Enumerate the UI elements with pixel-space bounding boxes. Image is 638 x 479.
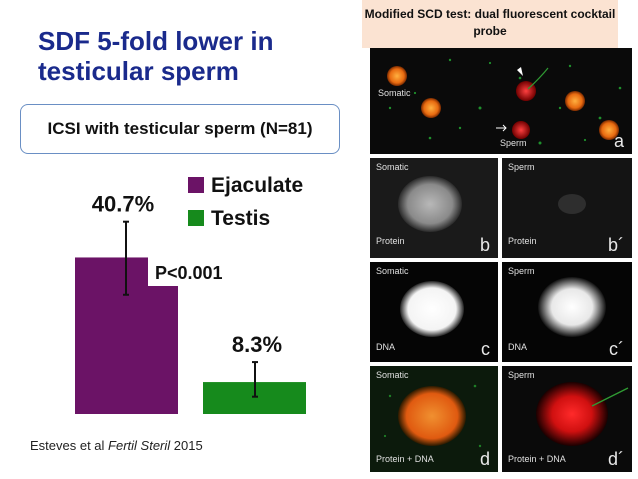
- panel-header: Modified SCD test: dual fluorescent cock…: [362, 0, 618, 48]
- micrograph-b-label-1: Somatic: [376, 162, 409, 172]
- annotation-box: [148, 256, 238, 286]
- micrograph-c2: Sperm DNA c´: [502, 262, 632, 362]
- micrograph-c-label-2: DNA: [376, 342, 396, 352]
- legend-label-testis: Testis: [211, 207, 270, 230]
- micrograph-c2-tag: c´: [609, 339, 624, 359]
- micrograph-a-label-1: Somatic: [378, 88, 411, 98]
- micrograph-d: Somatic Protein + DNA d: [370, 366, 498, 472]
- micrograph-c2-label-1: Sperm: [508, 266, 535, 276]
- slide-title: SDF 5-fold lower in testicular sperm: [38, 26, 274, 86]
- micrograph-d-label-1: Somatic: [376, 370, 409, 380]
- micrograph-a-tag: a: [613, 131, 624, 151]
- micrograph-c-label-1: Somatic: [376, 266, 409, 276]
- micrograph-d2-label-2: Protein + DNA: [508, 454, 566, 464]
- data-label-ejaculate: 40.7%: [92, 192, 154, 217]
- microscopy-panel: Modified SCD test: dual fluorescent cock…: [360, 0, 638, 479]
- micrograph-d-tag: d: [479, 449, 490, 469]
- micrograph-c2-art: [538, 277, 606, 337]
- micrograph-b-art: [398, 176, 462, 232]
- bar-chart: 40.7% 8.3% P<0.001 Ejaculate Testis: [75, 174, 306, 414]
- micrograph-b2-art: [558, 194, 586, 214]
- micrograph-b: Somatic Protein b: [370, 158, 498, 258]
- micrograph-d-label-2: Protein + DNA: [376, 454, 434, 464]
- micrograph-d2: Sperm Protein + DNA d´: [502, 366, 632, 472]
- citation: Esteves et al Fertil Steril 2015: [30, 438, 203, 453]
- citation-journal: Fertil Steril: [108, 438, 171, 453]
- micrograph-d2-tag: d´: [607, 449, 624, 469]
- micrograph-c-tag: c: [481, 339, 490, 359]
- micrograph-b2-tag: b´: [607, 235, 624, 255]
- data-label-testis: 8.3%: [232, 332, 282, 357]
- subtitle-box: ICSI with testicular sperm (N=81): [20, 104, 340, 154]
- micrograph-c: Somatic DNA c: [370, 262, 498, 362]
- micrograph-a-label-2: Sperm: [500, 138, 527, 148]
- micrograph-d-art: [383, 384, 482, 448]
- micrograph-b-tag: b: [479, 235, 490, 255]
- legend-swatch-ejaculate: [188, 177, 204, 193]
- micrograph-b2-label-2: Protein: [508, 236, 537, 246]
- micrograph-b2: Sperm Protein b´: [502, 158, 632, 258]
- micrograph-b-label-2: Protein: [376, 236, 405, 246]
- citation-author: Esteves et al: [30, 438, 109, 453]
- micrograph-a: Somatic Sperm a: [370, 48, 632, 154]
- micrograph-c2-label-2: DNA: [508, 342, 528, 352]
- legend-swatch-testis: [188, 210, 204, 226]
- legend-label-ejaculate: Ejaculate: [211, 174, 303, 197]
- micrograph-d2-label-1: Sperm: [508, 370, 535, 380]
- micrograph-d2-art: [536, 382, 629, 446]
- annotation-pvalue: P<0.001: [155, 263, 223, 283]
- micrograph-c-art: [400, 281, 464, 337]
- subtitle-text: ICSI with testicular sperm (N=81): [47, 119, 313, 138]
- citation-year: 2015: [170, 438, 203, 453]
- micrograph-b2-label-1: Sperm: [508, 162, 535, 172]
- micrograph-a-art: [387, 58, 622, 145]
